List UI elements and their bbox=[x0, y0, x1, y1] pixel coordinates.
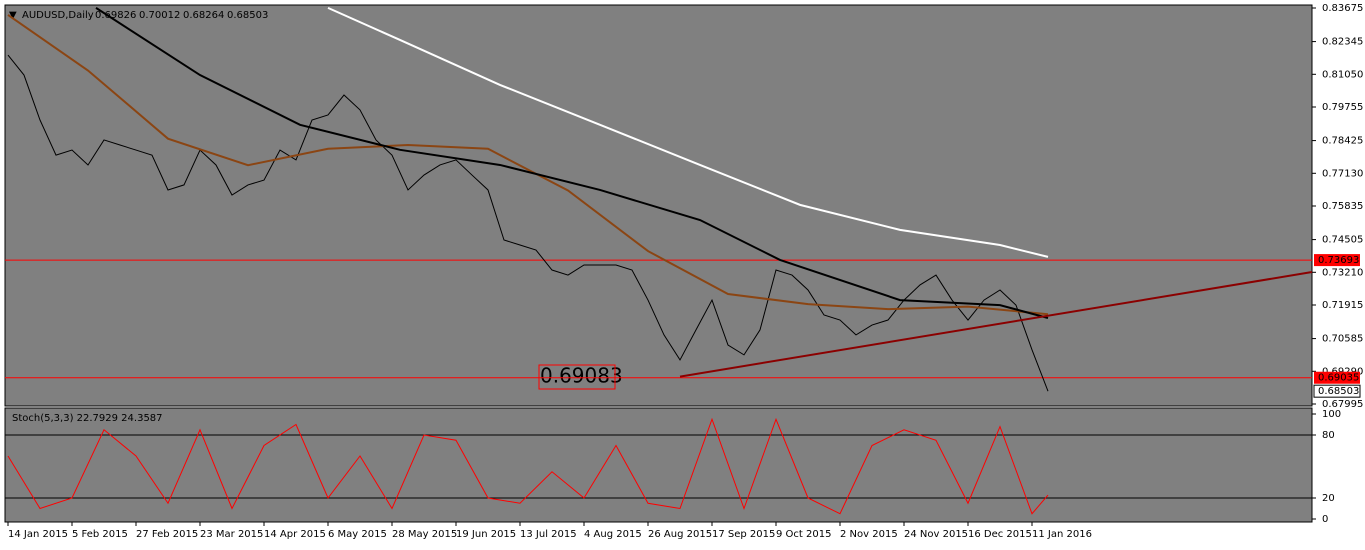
y-tick-label: 0.78425 bbox=[1322, 136, 1363, 147]
stoch-panel bbox=[4, 407, 1313, 523]
ohlc-value: 0.68264 bbox=[183, 10, 224, 21]
annotation: 0.69083 bbox=[540, 364, 623, 388]
series-line bbox=[7, 54, 1049, 392]
x-tick-label: 14 Apr 2015 bbox=[264, 529, 326, 540]
series-line bbox=[327, 6, 1049, 258]
x-tick-label: 16 Dec 2015 bbox=[968, 529, 1032, 540]
annotation-box bbox=[538, 364, 616, 390]
y-tick-label: 0.74505 bbox=[1322, 235, 1363, 246]
x-tick-label: 6 May 2015 bbox=[328, 529, 387, 540]
y-tick-label: 0.71915 bbox=[1322, 300, 1363, 311]
ohlc-value: 0.68503 bbox=[227, 10, 268, 21]
ohlc-value: 0.69826 bbox=[95, 10, 136, 21]
x-tick-label: 26 Aug 2015 bbox=[648, 529, 712, 540]
x-tick-label: 19 Jun 2015 bbox=[456, 529, 516, 540]
x-tick-label: 23 Mar 2015 bbox=[200, 529, 263, 540]
y-tick-label: 0.75835 bbox=[1322, 201, 1363, 212]
x-tick-label: 5 Feb 2015 bbox=[72, 529, 128, 540]
x-tick-label: 4 Aug 2015 bbox=[584, 529, 642, 540]
level-box bbox=[1314, 254, 1360, 267]
y-tick-label: 80 bbox=[1322, 430, 1335, 441]
y-tick-label: 0.82345 bbox=[1322, 37, 1363, 48]
x-tick-label: 11 Jan 2016 bbox=[1032, 529, 1092, 540]
y-tick-label: 0.67995 bbox=[1322, 399, 1363, 410]
x-tick-label: 27 Feb 2015 bbox=[136, 529, 198, 540]
x-tick-label: 2 Nov 2015 bbox=[840, 529, 898, 540]
level-label: 0.69035 bbox=[1318, 373, 1359, 384]
current-label: 0.68503 bbox=[1318, 386, 1359, 397]
y-tick-label: 0.81050 bbox=[1322, 69, 1363, 80]
y-tick-label: 0 bbox=[1322, 514, 1328, 525]
price-panel bbox=[4, 4, 1313, 407]
y-tick-label: 0.70585 bbox=[1322, 334, 1363, 345]
current-box bbox=[1313, 384, 1361, 398]
y-tick-label: 0.73210 bbox=[1322, 267, 1363, 278]
ohlc-value: 0.70012 bbox=[139, 10, 180, 21]
series-line bbox=[679, 271, 1313, 378]
series-line bbox=[95, 7, 1049, 319]
y-tick-label: 20 bbox=[1322, 493, 1335, 504]
y-tick-label: 0.79755 bbox=[1322, 102, 1363, 113]
series-line bbox=[7, 14, 1049, 316]
symbol: AUDUSD,Daily bbox=[22, 10, 94, 21]
triangle: ▼ bbox=[9, 10, 17, 21]
x-tick-label: 14 Jan 2015 bbox=[8, 529, 68, 540]
y-tick-label: 100 bbox=[1322, 409, 1341, 420]
series-line bbox=[7, 417, 1049, 515]
x-tick-label: 17 Sep 2015 bbox=[712, 529, 775, 540]
stoch-title: Stoch(5,3,3) 22.7929 24.3587 bbox=[12, 413, 163, 424]
y-tick-label: 0.83675 bbox=[1322, 3, 1363, 14]
x-tick-label: 24 Nov 2015 bbox=[904, 529, 968, 540]
level-label: 0.73693 bbox=[1318, 255, 1359, 266]
level-box bbox=[1314, 371, 1360, 384]
x-tick-label: 13 Jul 2015 bbox=[520, 529, 577, 540]
x-tick-label: 9 Oct 2015 bbox=[776, 529, 831, 540]
y-tick-label: 0.77130 bbox=[1322, 168, 1363, 179]
x-tick-label: 28 May 2015 bbox=[392, 529, 457, 540]
